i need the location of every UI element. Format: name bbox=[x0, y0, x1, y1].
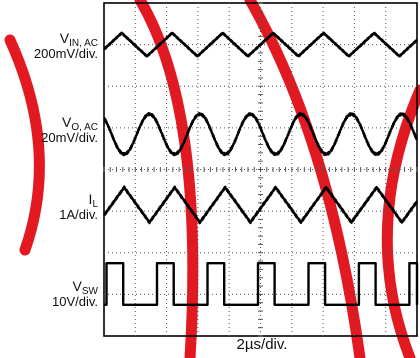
vin-ac-trace bbox=[103, 31, 418, 58]
vin-ac-scale: 200mV/div. bbox=[33, 46, 98, 61]
watermark-stroke bbox=[381, 84, 420, 358]
time-scale-label: 2µs/div. bbox=[236, 336, 288, 353]
il-trace bbox=[102, 185, 419, 225]
il-scale: 1A/div. bbox=[59, 207, 98, 222]
vsw-label: VSW 10V/div. bbox=[51, 278, 98, 309]
watermark-stroke bbox=[244, 0, 366, 358]
vo-ac-label: VO, AC 20mV/div. bbox=[41, 114, 98, 145]
vsw-trace bbox=[104, 261, 419, 306]
vsw-scale: 10V/div. bbox=[51, 294, 98, 309]
vo-ac-scale: 20mV/div. bbox=[41, 130, 98, 145]
vin-ac-label: VIN, AC 200mV/div. bbox=[33, 30, 98, 61]
waveform-traces bbox=[102, 31, 419, 306]
oscilloscope-grid bbox=[103, 2, 418, 337]
il-label: IL 1A/div. bbox=[59, 191, 98, 222]
vo-ac-trace bbox=[103, 112, 418, 157]
watermark-stroke bbox=[4, 34, 45, 256]
